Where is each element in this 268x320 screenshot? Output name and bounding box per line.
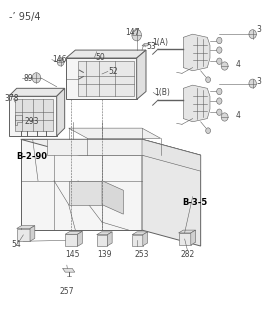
Polygon shape xyxy=(107,232,112,246)
Circle shape xyxy=(217,47,222,53)
Polygon shape xyxy=(21,139,201,155)
Text: 3: 3 xyxy=(257,77,262,86)
Polygon shape xyxy=(97,235,107,246)
Text: 253: 253 xyxy=(135,251,149,260)
Polygon shape xyxy=(183,34,210,71)
Polygon shape xyxy=(69,128,161,138)
Circle shape xyxy=(217,109,222,116)
Text: 293: 293 xyxy=(25,117,39,126)
Polygon shape xyxy=(137,50,146,100)
Text: 147: 147 xyxy=(125,28,140,37)
Polygon shape xyxy=(102,181,123,214)
Polygon shape xyxy=(142,139,201,171)
Polygon shape xyxy=(21,139,142,230)
Text: 145: 145 xyxy=(65,251,80,260)
Circle shape xyxy=(217,98,222,104)
Text: 378: 378 xyxy=(5,94,19,103)
Polygon shape xyxy=(191,230,196,245)
Polygon shape xyxy=(17,226,35,228)
Polygon shape xyxy=(15,100,53,131)
Text: 3: 3 xyxy=(257,25,262,34)
Polygon shape xyxy=(9,88,65,96)
Polygon shape xyxy=(30,226,35,241)
Polygon shape xyxy=(132,235,143,246)
Polygon shape xyxy=(78,61,134,96)
Text: 1(A): 1(A) xyxy=(153,38,169,47)
Circle shape xyxy=(221,113,228,121)
Text: -’ 95/4: -’ 95/4 xyxy=(9,12,40,22)
Polygon shape xyxy=(142,139,201,246)
Text: 89: 89 xyxy=(23,74,33,83)
Circle shape xyxy=(32,73,41,83)
Circle shape xyxy=(132,29,142,41)
Text: 139: 139 xyxy=(98,251,112,260)
Polygon shape xyxy=(178,233,191,245)
Text: 50: 50 xyxy=(95,53,105,62)
Circle shape xyxy=(221,62,228,70)
Circle shape xyxy=(57,58,64,66)
Polygon shape xyxy=(183,85,210,122)
Polygon shape xyxy=(178,230,196,233)
Polygon shape xyxy=(66,50,146,58)
Polygon shape xyxy=(132,232,148,235)
Polygon shape xyxy=(142,44,150,46)
Text: 54: 54 xyxy=(11,240,21,249)
Circle shape xyxy=(206,77,211,83)
Polygon shape xyxy=(69,181,102,204)
Polygon shape xyxy=(47,139,142,155)
Circle shape xyxy=(217,58,222,64)
Polygon shape xyxy=(65,231,82,234)
Text: 52: 52 xyxy=(109,67,118,76)
Polygon shape xyxy=(65,234,77,246)
Text: 4: 4 xyxy=(235,60,240,69)
Text: 282: 282 xyxy=(180,251,195,260)
Text: 53: 53 xyxy=(146,42,156,52)
Text: B-2-90: B-2-90 xyxy=(17,152,48,161)
Polygon shape xyxy=(77,231,82,246)
Text: 1(B): 1(B) xyxy=(154,88,170,97)
Text: 4: 4 xyxy=(235,111,240,120)
Circle shape xyxy=(217,37,222,44)
Polygon shape xyxy=(97,232,112,235)
Text: 257: 257 xyxy=(59,287,74,296)
Text: B-3-5: B-3-5 xyxy=(182,197,207,206)
Polygon shape xyxy=(17,228,30,241)
Circle shape xyxy=(249,79,256,88)
Polygon shape xyxy=(57,88,65,136)
Circle shape xyxy=(249,30,256,39)
Text: 146: 146 xyxy=(53,55,67,64)
Polygon shape xyxy=(9,96,57,136)
Polygon shape xyxy=(143,232,148,246)
Polygon shape xyxy=(62,268,75,272)
Circle shape xyxy=(217,88,222,95)
Circle shape xyxy=(206,128,211,133)
Polygon shape xyxy=(66,58,137,100)
